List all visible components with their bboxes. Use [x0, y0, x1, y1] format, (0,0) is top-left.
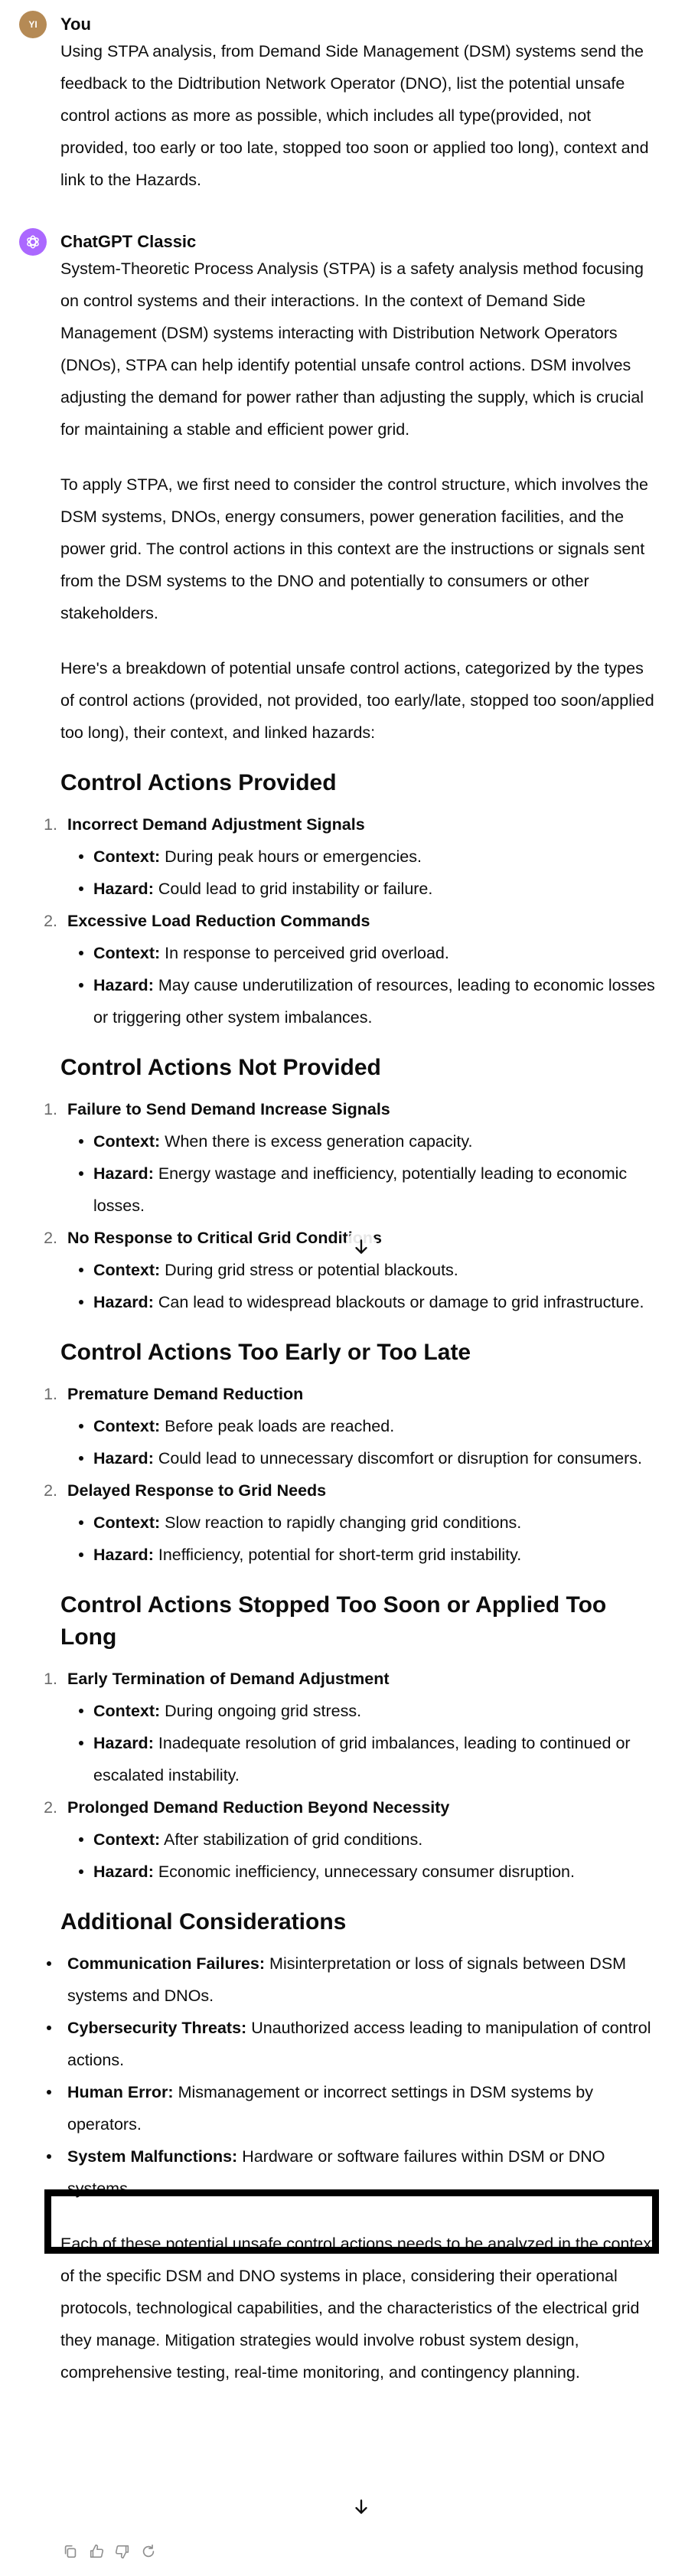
- message-actions: [60, 2542, 158, 2561]
- openai-logo-icon: [27, 235, 39, 249]
- consideration-item-highlighted: Human Error: Mismanagement or incorrect …: [47, 2076, 659, 2140]
- list-number: 2.: [44, 1798, 57, 1817]
- list-number: 1.: [44, 1385, 57, 1403]
- item-details: Context: Slow reaction to rapidly changi…: [67, 1507, 659, 1571]
- unsafe-action-list: 1. Failure to Send Demand Increase Signa…: [44, 1093, 659, 1318]
- consideration-item: Communication Failures: Misinterpretatio…: [47, 1948, 659, 2012]
- list-item: 1. Early Termination of Demand Adjustmen…: [44, 1663, 659, 1791]
- hazard-line: Hazard: Energy wastage and inefficiency,…: [79, 1157, 659, 1222]
- context-line: Context: Before peak loads are reached.: [79, 1410, 659, 1442]
- item-title: Excessive Load Reduction Commands: [67, 912, 370, 930]
- item-title: Prolonged Demand Reduction Beyond Necess…: [67, 1798, 450, 1817]
- unsafe-action-list: 1. Early Termination of Demand Adjustmen…: [44, 1663, 659, 1888]
- scroll-down-button[interactable]: [345, 2491, 377, 2523]
- highlight-box: [44, 2189, 659, 2254]
- item-details: Context: Before peak loads are reached. …: [67, 1410, 659, 1474]
- hazard-line: Hazard: Inadequate resolution of grid im…: [79, 1727, 659, 1791]
- list-number: 1.: [44, 815, 57, 834]
- item-title: Failure to Send Demand Increase Signals: [67, 1100, 390, 1118]
- list-item: 2. No Response to Critical Grid Conditio…: [44, 1222, 659, 1318]
- unsafe-action-list: 1. Premature Demand Reduction Context: B…: [44, 1378, 659, 1571]
- user-message-text: Using STPA analysis, from Demand Side Ma…: [60, 42, 649, 189]
- list-number: 1.: [44, 1670, 57, 1688]
- list-number: 2.: [44, 1481, 57, 1500]
- hazard-line: Hazard: Economic inefficiency, unnecessa…: [79, 1856, 659, 1888]
- consideration-item: System Malfunctions: Hardware or softwar…: [47, 2140, 659, 2205]
- item-title: Delayed Response to Grid Needs: [67, 1481, 327, 1500]
- item-title: No Response to Critical Grid Conditions: [67, 1229, 382, 1247]
- copy-button[interactable]: [60, 2542, 80, 2561]
- assistant-message-body: System-Theoretic Process Analysis (STPA)…: [44, 253, 659, 2388]
- section-heading: Control Actions Too Early or Too Late: [60, 1340, 471, 1365]
- list-item: 1. Failure to Send Demand Increase Signa…: [44, 1093, 659, 1222]
- context-line: Context: When there is excess generation…: [79, 1125, 659, 1157]
- context-line: Context: During grid stress or potential…: [79, 1254, 659, 1286]
- thumbs-down-button[interactable]: [113, 2542, 132, 2561]
- item-details: Context: During peak hours or emergencie…: [67, 841, 659, 905]
- copy-icon: [64, 2545, 77, 2558]
- list-item: 1. Premature Demand Reduction Context: B…: [44, 1378, 659, 1474]
- list-number: 2.: [44, 912, 57, 930]
- hazard-line: Hazard: Could lead to unnecessary discom…: [79, 1442, 659, 1474]
- consideration-item: Cybersecurity Threats: Unauthorized acce…: [47, 2012, 659, 2076]
- unsafe-action-list: 1. Incorrect Demand Adjustment Signals C…: [44, 808, 659, 1033]
- context-line: Context: In response to perceived grid o…: [79, 937, 659, 969]
- section-heading: Control Actions Stopped Too Soon or Appl…: [60, 1592, 607, 1650]
- list-item: 2. Prolonged Demand Reduction Beyond Nec…: [44, 1791, 659, 1888]
- assistant-author-name: ChatGPT Classic: [60, 232, 197, 251]
- section-heading: Control Actions Provided: [60, 770, 337, 795]
- thumbs-down-icon: [115, 2545, 129, 2559]
- thumbs-up-button[interactable]: [86, 2542, 106, 2561]
- section-heading: Control Actions Not Provided: [60, 1055, 381, 1080]
- list-item: 2. Delayed Response to Grid Needs Contex…: [44, 1474, 659, 1571]
- hazard-line: Hazard: Can lead to widespread blackouts…: [79, 1286, 659, 1318]
- user-avatar-initials: YI: [28, 19, 38, 30]
- item-details: Context: After stabilization of grid con…: [67, 1823, 659, 1888]
- hazard-line: Hazard: May cause underutilization of re…: [79, 969, 659, 1033]
- user-author-name: You: [60, 15, 91, 34]
- thumbs-up-icon: [90, 2544, 104, 2558]
- intro-paragraph: System-Theoretic Process Analysis (STPA)…: [60, 260, 644, 439]
- section-heading: Additional Considerations: [60, 1909, 347, 1934]
- item-details: Context: In response to perceived grid o…: [67, 937, 659, 1033]
- item-title: Premature Demand Reduction: [67, 1385, 304, 1403]
- list-item: 2. Excessive Load Reduction Commands Con…: [44, 905, 659, 1033]
- hazard-line: Hazard: Could lead to grid instability o…: [79, 873, 659, 905]
- regenerate-icon: [142, 2544, 155, 2558]
- considerations-list: Communication Failures: Misinterpretatio…: [47, 1948, 659, 2205]
- item-title: Incorrect Demand Adjustment Signals: [67, 815, 365, 834]
- arrow-down-icon: [355, 2499, 367, 2514]
- arrow-down-icon: [355, 1239, 367, 1254]
- list-item: 1. Incorrect Demand Adjustment Signals C…: [44, 808, 659, 905]
- closing-paragraph: Each of these potential unsafe control a…: [60, 2235, 657, 2382]
- list-number: 1.: [44, 1100, 57, 1118]
- context-line: Context: During ongoing grid stress.: [79, 1695, 659, 1727]
- context-line: Context: After stabilization of grid con…: [79, 1823, 659, 1856]
- context-line: Context: During peak hours or emergencie…: [79, 841, 659, 873]
- regenerate-button[interactable]: [139, 2542, 158, 2561]
- intro-paragraph: To apply STPA, we first need to consider…: [60, 475, 648, 622]
- user-avatar: YI: [19, 11, 47, 38]
- context-line: Context: Slow reaction to rapidly changi…: [79, 1507, 659, 1539]
- chatgpt-avatar: [19, 228, 47, 256]
- item-details: Context: When there is excess generation…: [67, 1125, 659, 1222]
- intro-paragraph: Here's a breakdown of potential unsafe c…: [60, 659, 654, 742]
- scroll-down-button[interactable]: [345, 1231, 377, 1263]
- hazard-line: Hazard: Inefficiency, potential for shor…: [79, 1539, 659, 1571]
- item-title: Early Termination of Demand Adjustment: [67, 1670, 390, 1688]
- item-details: Context: During grid stress or potential…: [67, 1254, 659, 1318]
- list-number: 2.: [44, 1229, 57, 1247]
- item-details: Context: During ongoing grid stress. Haz…: [67, 1695, 659, 1791]
